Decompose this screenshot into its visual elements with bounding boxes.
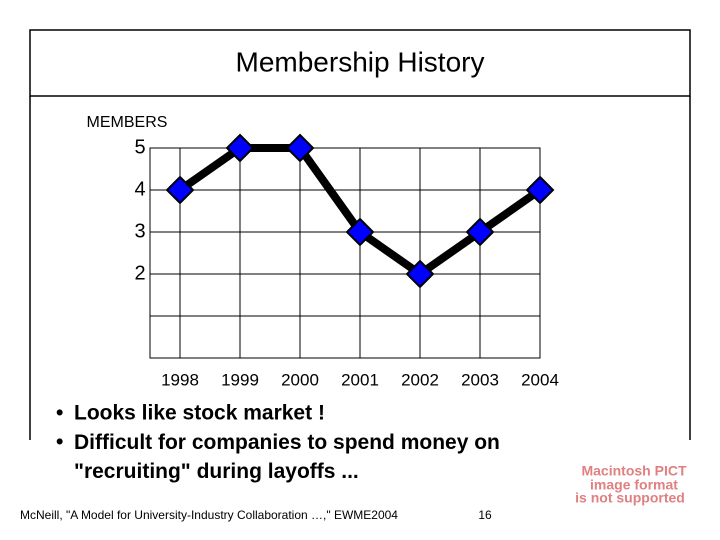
bullet-1: Looks like stock market ! <box>74 402 325 425</box>
x-tick-label: 2003 <box>461 370 499 389</box>
x-tick-label: 1998 <box>161 370 199 389</box>
point-marker <box>225 133 255 163</box>
plot-area <box>149 147 541 359</box>
x-tick-label: 2001 <box>341 370 379 389</box>
point-marker <box>345 217 375 247</box>
y-axis-label: MEMBERS <box>87 114 168 131</box>
bullet-mark: • <box>56 431 63 454</box>
bullet-mark: • <box>56 402 63 425</box>
chart-title: Membership History <box>236 46 485 77</box>
x-tick-label: 2002 <box>401 370 439 389</box>
point-marker <box>525 175 555 205</box>
title-box <box>29 29 691 97</box>
y-tick-label: 4 <box>134 178 145 200</box>
x-tick-label: 2000 <box>281 370 319 389</box>
y-tick-label: 3 <box>134 220 145 242</box>
point-marker <box>405 259 435 289</box>
placeholder-text: Macintosh PICT <box>581 463 686 479</box>
x-tick-label: 2004 <box>521 370 559 389</box>
point-marker <box>165 175 195 205</box>
point-marker <box>285 133 315 163</box>
placeholder-text: image format <box>590 477 678 493</box>
placeholder-text: is not supported <box>575 490 685 506</box>
placeholder-bg <box>560 455 710 510</box>
footer-citation: McNeill, "A Model for University-Industr… <box>20 508 398 522</box>
bullet-2: Difficult for companies to spend money o… <box>74 431 500 483</box>
y-tick-label: 5 <box>134 136 145 158</box>
x-tick-label: 1999 <box>221 370 259 389</box>
page-number: 16 <box>478 508 492 522</box>
y-tick-label: 2 <box>134 262 145 284</box>
point-marker <box>465 217 495 247</box>
